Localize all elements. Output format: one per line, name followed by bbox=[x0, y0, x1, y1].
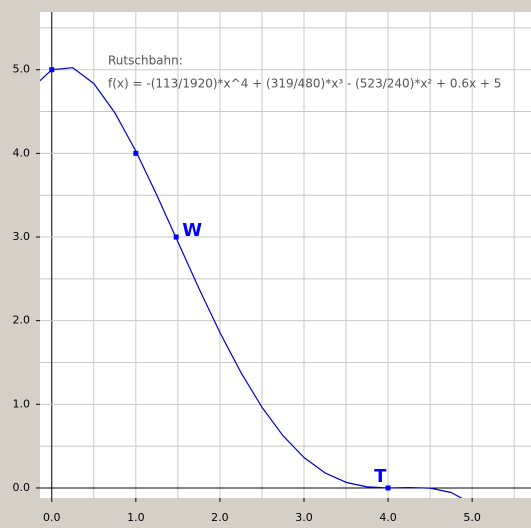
formula: f(x) = -(113/1920)*x^4 + (319/480)*x³ - … bbox=[108, 77, 501, 91]
x-tick-label: 3.0 bbox=[295, 511, 313, 524]
y-tick-label: 0.0 bbox=[13, 481, 31, 494]
x-tick-label: 5.0 bbox=[463, 511, 481, 524]
point-label: T bbox=[374, 466, 387, 487]
y-tick-label: 5.0 bbox=[13, 63, 31, 76]
function-curve bbox=[40, 67, 463, 498]
y-tick-label: 1.0 bbox=[13, 397, 31, 410]
point bbox=[173, 234, 179, 240]
chart-title: Rutschbahn: bbox=[108, 54, 183, 68]
point-label: W bbox=[182, 220, 202, 241]
x-tick-label: 0.0 bbox=[43, 511, 61, 524]
point bbox=[133, 150, 139, 156]
plot-area bbox=[40, 12, 531, 498]
y-tick-label: 3.0 bbox=[13, 230, 31, 243]
x-tick-label: 4.0 bbox=[379, 511, 397, 524]
y-tick-label: 4.0 bbox=[13, 146, 31, 159]
point bbox=[385, 485, 391, 491]
point bbox=[49, 67, 55, 73]
x-tick-label: 1.0 bbox=[127, 511, 145, 524]
y-tick-label: 2.0 bbox=[13, 314, 31, 327]
x-tick-label: 2.0 bbox=[211, 511, 229, 524]
